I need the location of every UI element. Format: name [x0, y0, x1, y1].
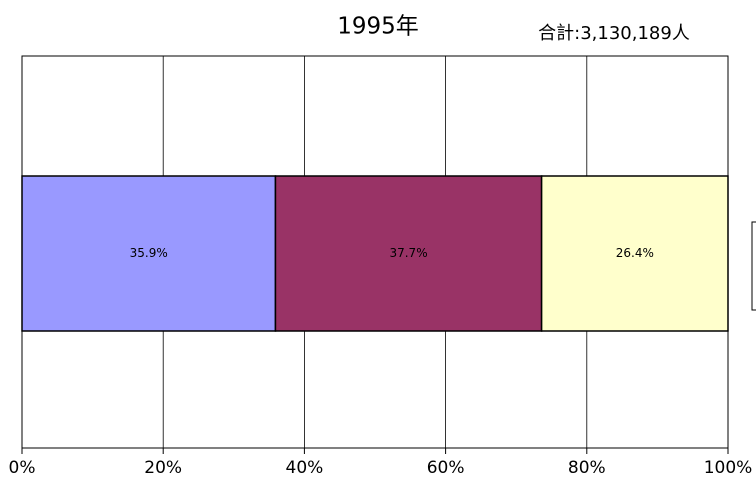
x-tick-label: 100% [704, 458, 753, 478]
chart-title: 1995年 [337, 14, 419, 40]
chart-subtitle: 合計:3,130,189人 [538, 23, 690, 44]
x-tick-label: 0% [9, 458, 36, 478]
x-tick-label: 80% [568, 458, 606, 478]
bar-segment [21, 175, 277, 332]
bar-segment [274, 175, 543, 332]
x-tick-label: 40% [286, 458, 324, 478]
data-label: 26.4% [616, 246, 654, 260]
x-tick-label: 20% [144, 458, 182, 478]
legend-box [751, 221, 756, 311]
data-label: 35.9% [130, 246, 168, 260]
bar-segment [540, 175, 729, 332]
x-tick-label: 60% [427, 458, 465, 478]
data-label: 37.7% [389, 246, 427, 260]
